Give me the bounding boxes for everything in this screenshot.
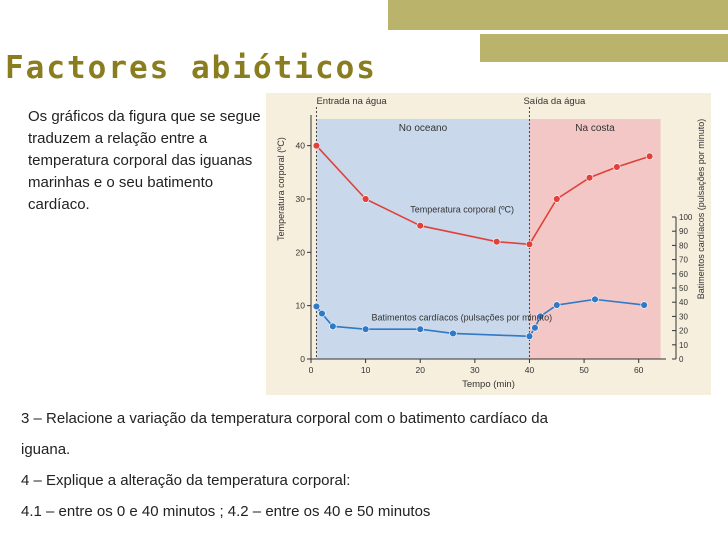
y-tick-label: 40	[296, 141, 306, 151]
y-tick-label: 30	[296, 194, 306, 204]
event-label: Saída da água	[523, 96, 586, 107]
question-line: 4 – Explique a alteração da temperatura …	[21, 472, 351, 489]
temperature-point	[645, 152, 654, 161]
y-axis-label-right: Batimentos cardíacos (pulsações por minu…	[696, 119, 706, 300]
x-tick-label: 20	[415, 365, 425, 375]
y-tick-label: 10	[296, 301, 306, 311]
y-tick-label-right: 30	[679, 312, 688, 321]
temperature-point	[525, 240, 534, 249]
y-tick-label-right: 50	[679, 284, 688, 293]
heartbeat-point	[531, 324, 539, 332]
x-tick-label: 40	[525, 365, 535, 375]
header-decoration	[388, 0, 728, 62]
x-tick-label: 50	[579, 365, 589, 375]
y-tick-label: 0	[300, 354, 305, 364]
temperature-point	[613, 163, 621, 171]
heartbeat-point	[329, 322, 337, 331]
y-axis-label-left: Temperatura corporal (ºC)	[276, 137, 286, 241]
y-tick-label-right: 40	[679, 298, 688, 307]
x-tick-label: 10	[361, 365, 371, 375]
x-tick-label: 60	[634, 365, 644, 375]
zone-ocean	[316, 119, 530, 359]
temperature-point	[492, 237, 501, 246]
question-line: 4.1 – entre os 0 e 40 minutos ; 4.2 – en…	[21, 503, 431, 520]
y-tick-label-right: 90	[679, 227, 688, 236]
heartbeat-point	[553, 301, 561, 309]
heartbeat-point	[416, 325, 424, 333]
page-title: Factores abióticos	[5, 50, 377, 86]
series-label-temperature: Temperatura corporal (ºC)	[410, 204, 514, 214]
question-line: 3 – Relacione a variação da temperatura …	[21, 410, 548, 427]
heartbeat-point	[536, 312, 545, 321]
iguana-chart: No oceano Na costa Entrada na água Saída da…	[276, 96, 706, 390]
heartbeat-point	[312, 302, 321, 311]
heartbeat-point	[361, 325, 370, 333]
event-label: Entrada na água	[316, 96, 387, 107]
chart-panel: No oceano Na costa Entrada na água Saída da…	[266, 93, 711, 395]
questions-block: 3 – Relacione a variação da temperatura …	[21, 403, 711, 527]
x-tick-label: 30	[470, 365, 480, 375]
heartbeat-point	[640, 301, 648, 309]
zone-coast	[529, 119, 661, 359]
temperature-point	[361, 195, 370, 203]
y-tick-label-right: 20	[679, 327, 688, 336]
zone-label-ocean: No oceano	[399, 123, 448, 134]
x-axis-label: Tempo (min)	[462, 379, 515, 390]
temperature-point	[585, 173, 594, 182]
y-tick-label-right: 0	[679, 355, 684, 364]
y-tick-label: 20	[296, 247, 306, 257]
temperature-point	[416, 221, 424, 230]
intro-text: Os gráficos da figura que se segue tradu…	[28, 108, 261, 213]
y-tick-label-right: 70	[679, 256, 688, 265]
heartbeat-point	[591, 295, 599, 304]
series-label-heartbeat: Batimentos cardíacos (pulsações por minu…	[372, 313, 553, 323]
y-tick-label-right: 80	[679, 241, 688, 250]
heartbeat-point	[525, 332, 534, 340]
heartbeat-point	[318, 309, 326, 318]
question-line: iguana.	[21, 441, 71, 458]
y-tick-label-right: 60	[679, 270, 688, 279]
temperature-point	[553, 195, 561, 203]
x-tick-label: 0	[309, 365, 314, 375]
y-tick-label-right: 100	[679, 213, 693, 222]
temperature-point	[312, 141, 321, 150]
zone-label-coast: Na costa	[575, 123, 615, 134]
y-tick-label-right: 10	[679, 341, 688, 350]
heartbeat-point	[449, 329, 457, 338]
